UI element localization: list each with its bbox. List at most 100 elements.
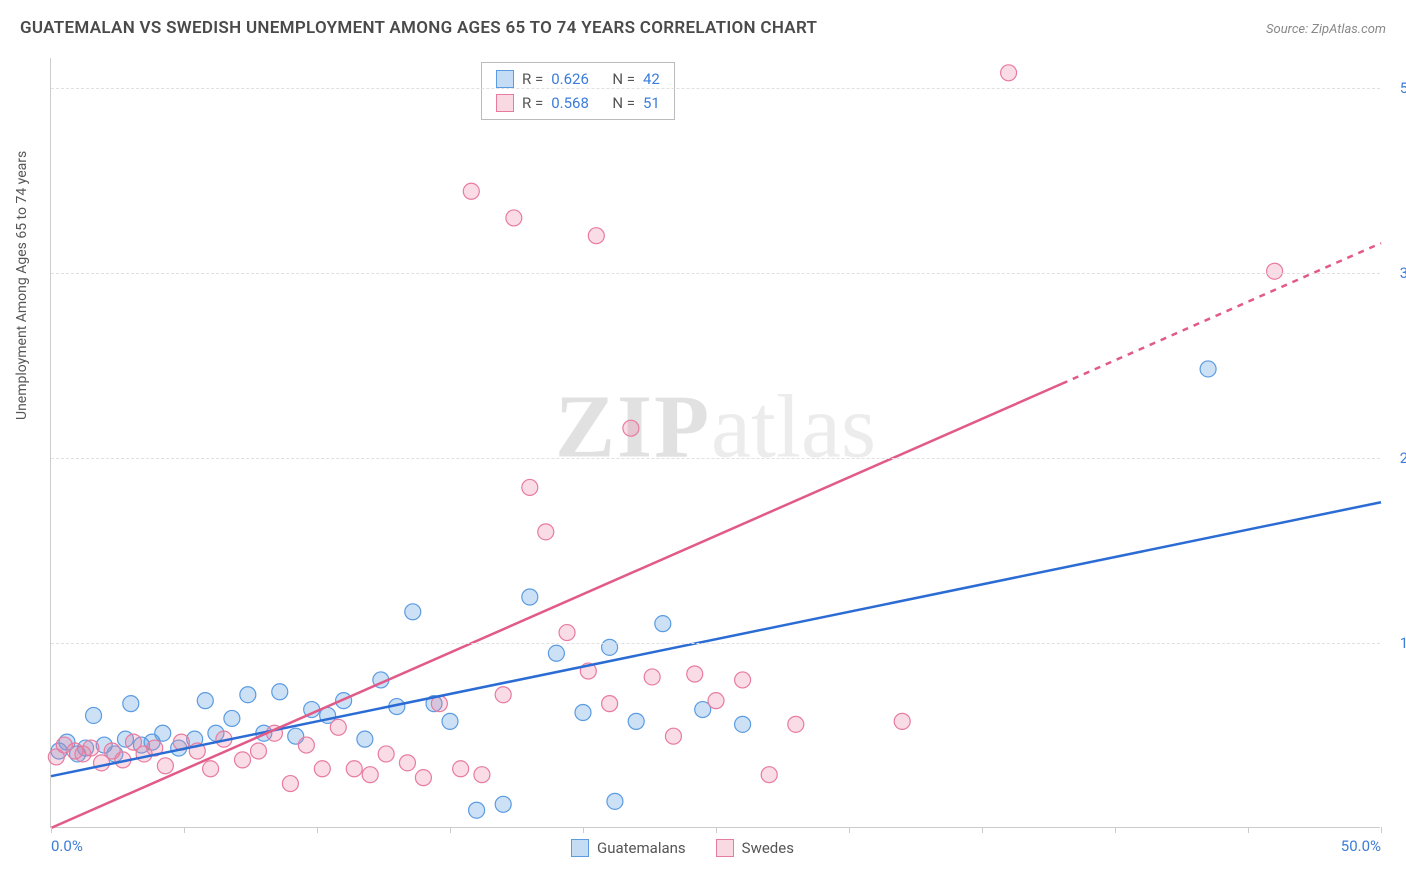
x-tick: [1115, 827, 1116, 833]
data-point: [506, 210, 522, 226]
data-point: [155, 725, 171, 741]
x-tick-label: 50.0%: [1341, 837, 1381, 855]
data-point: [708, 693, 724, 709]
y-tick-label: 50.0%: [1400, 79, 1406, 97]
data-point: [735, 716, 751, 732]
data-point: [522, 589, 538, 605]
x-tick: [849, 827, 850, 833]
data-point: [157, 758, 173, 774]
legend-item: Swedes: [716, 839, 794, 857]
legend-stat-row: R = 0.568 N = 51: [496, 91, 660, 115]
data-point: [362, 767, 378, 783]
y-tick-label: 12.5%: [1400, 634, 1406, 652]
x-tick: [716, 827, 717, 833]
data-point: [415, 770, 431, 786]
data-point: [463, 183, 479, 199]
data-point: [453, 761, 469, 777]
data-point: [197, 693, 213, 709]
legend-swatch: [571, 839, 589, 857]
x-tick: [450, 827, 451, 833]
x-tick: [317, 827, 318, 833]
data-point: [665, 728, 681, 744]
data-point: [644, 669, 660, 685]
gridline: [51, 643, 1380, 644]
legend-N-value: 51: [643, 91, 660, 115]
x-tick: [1248, 827, 1249, 833]
data-point: [86, 707, 102, 723]
data-point: [559, 625, 575, 641]
data-point: [469, 802, 485, 818]
title-bar: GUATEMALAN VS SWEDISH UNEMPLOYMENT AMONG…: [20, 18, 1386, 38]
data-point: [687, 666, 703, 682]
plot-area: ZIPatlas R = 0.626 N = 42 R = 0.568 N = …: [50, 58, 1380, 828]
legend-stats: R = 0.626 N = 42 R = 0.568 N = 51: [481, 62, 675, 120]
x-tick: [184, 827, 185, 833]
data-point: [224, 710, 240, 726]
data-point: [575, 705, 591, 721]
gridline: [51, 273, 1380, 274]
legend-label: Swedes: [742, 839, 794, 857]
data-point: [538, 524, 554, 540]
legend-label: Guatemalans: [597, 839, 686, 857]
data-point: [894, 713, 910, 729]
data-point: [240, 687, 256, 703]
data-point: [442, 713, 458, 729]
legend-swatch: [496, 70, 514, 88]
legend-N-label: N =: [612, 91, 635, 115]
data-point: [346, 761, 362, 777]
data-point: [378, 746, 394, 762]
x-tick: [982, 827, 983, 833]
y-axis-label: Unemployment Among Ages 65 to 74 years: [14, 151, 30, 420]
data-point: [602, 639, 618, 655]
x-tick: [583, 827, 584, 833]
chart-title: GUATEMALAN VS SWEDISH UNEMPLOYMENT AMONG…: [20, 18, 817, 38]
data-point: [761, 767, 777, 783]
data-point: [298, 737, 314, 753]
trend-line-dashed: [1062, 243, 1381, 384]
data-point: [314, 761, 330, 777]
legend-R-value: 0.568: [551, 91, 589, 115]
data-point: [474, 767, 490, 783]
data-point: [588, 228, 604, 244]
legend-series: Guatemalans Swedes: [571, 839, 794, 857]
data-point: [522, 479, 538, 495]
data-point: [405, 604, 421, 620]
data-point: [735, 672, 751, 688]
source-label: Source: ZipAtlas.com: [1266, 22, 1386, 37]
data-point: [628, 713, 644, 729]
data-point: [272, 684, 288, 700]
x-tick-label: 0.0%: [51, 837, 83, 855]
gridline: [51, 458, 1380, 459]
legend-R-label: R =: [522, 91, 543, 115]
data-point: [623, 420, 639, 436]
data-point: [235, 752, 251, 768]
legend-swatch: [716, 839, 734, 857]
x-tick: [1381, 827, 1382, 833]
data-point: [357, 731, 373, 747]
data-point: [548, 645, 564, 661]
y-tick-label: 37.5%: [1400, 264, 1406, 282]
data-point: [1267, 263, 1283, 279]
gridline: [51, 88, 1380, 89]
data-point: [1001, 65, 1017, 81]
data-point: [123, 696, 139, 712]
legend-item: Guatemalans: [571, 839, 686, 857]
trend-line: [51, 502, 1381, 776]
data-point: [250, 743, 266, 759]
data-point: [655, 616, 671, 632]
data-point: [1200, 361, 1216, 377]
legend-swatch: [496, 94, 514, 112]
data-point: [602, 696, 618, 712]
chart-svg: [51, 58, 1380, 827]
y-tick-label: 25.0%: [1400, 449, 1406, 467]
data-point: [399, 755, 415, 771]
trend-line: [51, 384, 1062, 828]
data-point: [282, 776, 298, 792]
data-point: [788, 716, 804, 732]
data-point: [203, 761, 219, 777]
x-tick: [51, 827, 52, 833]
data-point: [495, 687, 511, 703]
data-point: [83, 740, 99, 756]
data-point: [495, 796, 511, 812]
data-point: [330, 719, 346, 735]
